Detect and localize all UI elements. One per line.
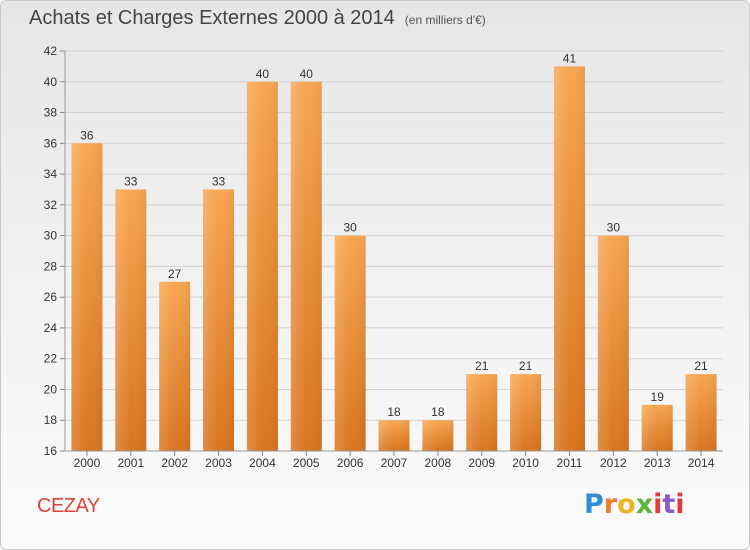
x-tick-label: 2008 xyxy=(425,456,452,470)
bar-value-label: 40 xyxy=(256,67,270,81)
y-tick-label: 18 xyxy=(44,413,58,427)
x-tick-label: 2005 xyxy=(293,456,320,470)
bar-value-label: 18 xyxy=(431,405,445,419)
bar-value-label: 21 xyxy=(694,359,708,373)
bar-shade xyxy=(115,189,147,451)
x-tick-label: 2000 xyxy=(74,456,101,470)
y-tick-label: 42 xyxy=(44,44,58,58)
chart-title-text: Achats et Charges Externes 2000 à 2014 xyxy=(29,7,395,29)
bar-shade xyxy=(466,374,498,451)
proxiti-logo[interactable]: Proxiti xyxy=(584,489,685,520)
y-tick-label: 34 xyxy=(44,167,58,181)
x-tick-label: 2014 xyxy=(688,456,715,470)
chart-unit: (en milliers d'€) xyxy=(404,13,486,27)
y-tick-label: 24 xyxy=(44,321,58,335)
y-tick-label: 38 xyxy=(44,106,58,120)
bar-value-label: 33 xyxy=(124,174,138,188)
logo-letter: i xyxy=(653,489,663,520)
y-tick-label: 36 xyxy=(44,136,58,150)
bar-value-label: 36 xyxy=(80,128,94,142)
x-tick-label: 2010 xyxy=(512,456,539,470)
y-tick-label: 20 xyxy=(44,382,58,396)
y-tick-label: 16 xyxy=(44,444,58,458)
y-tick-label: 40 xyxy=(44,75,58,89)
bar-value-label: 41 xyxy=(563,51,577,65)
y-tick-label: 32 xyxy=(44,198,58,212)
logo-letter: P xyxy=(584,489,604,520)
bar-value-label: 21 xyxy=(519,359,533,373)
bar-shade xyxy=(71,143,103,452)
logo-letter: r xyxy=(603,489,618,520)
town-name: CEZAY xyxy=(37,495,100,517)
bar-shade xyxy=(159,281,191,451)
y-tick-label: 26 xyxy=(44,290,58,304)
bar-shade xyxy=(510,374,542,451)
x-tick-label: 2009 xyxy=(468,456,495,470)
x-tick-label: 2003 xyxy=(205,456,232,470)
logo-letter: t xyxy=(662,489,676,520)
bar-shade xyxy=(334,235,366,451)
x-axis: 2000 2001 2002 2003 2004 2005 2006 2007 2008 2009… xyxy=(65,450,723,470)
bar-shade xyxy=(290,81,322,452)
x-tick-label: 2007 xyxy=(381,456,408,470)
x-tick-label: 2001 xyxy=(117,456,144,470)
value-labels: 36 33 27 33 40 40 30 18 18 21 21 41 30 19 21 xyxy=(80,51,708,419)
logo-letter: i xyxy=(675,489,685,520)
bar-value-label: 40 xyxy=(300,67,314,81)
bar-shade xyxy=(203,189,235,451)
x-tick-label: 2013 xyxy=(644,456,671,470)
y-tick-label: 30 xyxy=(44,229,58,243)
x-tick-label: 2002 xyxy=(161,456,188,470)
y-axis: 16 18 20 22 24 26 28 30 32 34 36 38 40 42 xyxy=(44,44,66,458)
x-tick-label: 2004 xyxy=(249,456,276,470)
y-tick-label: 28 xyxy=(44,259,58,273)
bar-value-label: 27 xyxy=(168,267,182,281)
bar-shade xyxy=(378,420,410,451)
bar-shade xyxy=(641,404,673,451)
bar-shade xyxy=(553,66,585,451)
bar-shade xyxy=(246,81,278,452)
x-tick-label: 2011 xyxy=(557,456,583,470)
bar-shade xyxy=(685,374,717,451)
bar-value-label: 19 xyxy=(651,390,665,404)
chart-title: Achats et Charges Externes 2000 à 2014 (e… xyxy=(29,7,486,30)
x-tick-label: 2012 xyxy=(600,456,627,470)
bar-shade xyxy=(422,420,454,451)
x-tick-label: 2006 xyxy=(337,456,364,470)
bars xyxy=(71,66,717,452)
bar-value-label: 21 xyxy=(475,359,489,373)
bar-shade xyxy=(597,235,629,451)
bar-value-label: 30 xyxy=(607,221,621,235)
y-tick-label: 22 xyxy=(44,352,58,366)
bar-value-label: 18 xyxy=(387,405,401,419)
logo-letter: x xyxy=(635,489,654,520)
logo-letter: o xyxy=(617,489,636,520)
bar-value-label: 30 xyxy=(343,221,357,235)
bar-value-label: 33 xyxy=(212,174,226,188)
